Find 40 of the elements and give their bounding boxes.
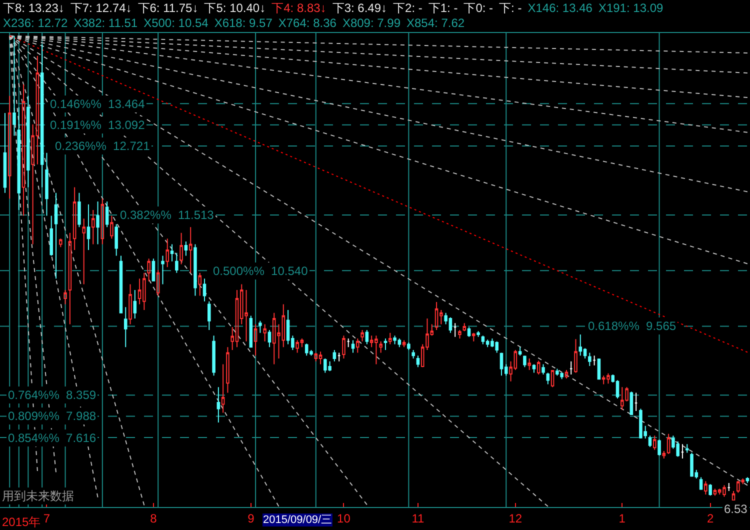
x-tick-label: 12 — [508, 511, 522, 526]
x-tick-label: 2 — [706, 511, 714, 526]
ref-line-label: 0.809%% 7.988 — [8, 409, 96, 423]
text: X382: 11.51 — [74, 16, 138, 30]
text: 下0: - — [464, 1, 494, 15]
ref-line-label: 0.764%% 8.359 — [8, 388, 96, 402]
text: 下1: - — [428, 1, 458, 15]
text: 下6: 11.75↓ — [138, 1, 198, 15]
text: X500: 10.54 — [144, 16, 208, 30]
x-tick-label: 11 — [412, 511, 425, 526]
text: 下5: 10.40↓ — [204, 1, 266, 15]
text: X146: 13.46 — [528, 1, 592, 15]
x-tick-label: 8 — [150, 511, 158, 526]
text: X854: 7.62 — [406, 16, 465, 30]
ref-line-label: 0.500%% 10.540 — [213, 264, 308, 278]
annotation: 用到未来数据 — [2, 489, 74, 503]
text: X809: 7.99 — [342, 16, 400, 30]
text: 下8: 13.23↓ — [3, 1, 64, 15]
text: 下7: 12.74↓ — [70, 1, 132, 15]
text: X618: 9.57 — [214, 16, 272, 30]
text: 2015/09/09/三 — [263, 514, 332, 526]
ref-line-label: 0.618%% 9.565 — [588, 319, 676, 333]
text: 2015年 — [2, 515, 41, 529]
text: X191: 13.09 — [598, 1, 664, 15]
x-tick-label: 1 — [618, 511, 626, 526]
ref-line-label: 0.236%% 12.721 — [55, 139, 150, 153]
ref-line-label: 0.854%% 7.616 — [8, 431, 96, 445]
x-tick-label: 10 — [337, 511, 351, 526]
annotation: 6.53 — [724, 502, 748, 516]
x-tick-label: 9 — [248, 511, 255, 526]
text: 下4: 8.83↓ — [272, 1, 326, 15]
text: X236: 12.72 — [3, 16, 68, 30]
x-tick-label: 7 — [43, 511, 50, 526]
ref-line-label: 0.146%% 13.464 — [50, 97, 146, 111]
text: 下: - — [499, 1, 522, 15]
ref-line-label: 0.191%% 13.092 — [50, 118, 146, 132]
text: 下3: 6.49↓ — [332, 1, 388, 15]
text: 下2: - — [393, 1, 422, 15]
ref-line-label: 0.382%% 11.513 — [120, 208, 214, 222]
text: X764: 8.36 — [278, 16, 336, 30]
